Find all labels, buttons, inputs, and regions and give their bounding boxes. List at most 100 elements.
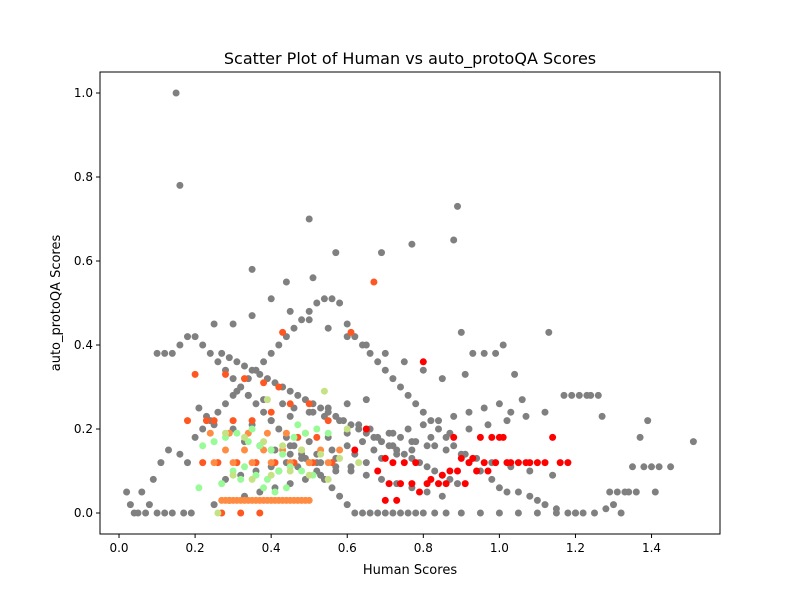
data-point-light_green	[271, 488, 279, 496]
data-point-light_green	[237, 475, 245, 483]
data-point-gray	[229, 375, 237, 383]
data-point-gray	[328, 446, 336, 454]
data-point-gray	[244, 391, 252, 399]
data-point-gray	[381, 509, 389, 517]
data-point-gray	[476, 509, 484, 517]
data-point-gray	[393, 450, 401, 458]
data-point-orange	[305, 459, 313, 467]
data-point-light_green	[260, 484, 268, 492]
data-point-red	[450, 433, 458, 441]
data-point-gray	[598, 412, 606, 420]
data-point-gray	[298, 316, 306, 324]
x-tick-label: 0.4	[262, 541, 281, 555]
data-point-gray	[404, 391, 412, 399]
y-tick-label: 0.2	[74, 422, 93, 436]
data-point-light_green	[313, 425, 321, 433]
data-point-gray	[591, 509, 598, 517]
data-point-gray	[328, 484, 336, 492]
data-point-gray	[522, 412, 530, 420]
y-tick-label: 0.0	[74, 506, 93, 520]
plot-area	[99, 71, 721, 535]
data-point-orange	[263, 429, 271, 437]
data-point-gray	[324, 404, 332, 412]
data-point-gray	[450, 236, 458, 244]
data-point-gray	[343, 501, 351, 509]
data-point-red	[435, 480, 442, 488]
data-point-gray	[161, 349, 169, 357]
data-point-gray	[400, 450, 408, 458]
data-point-gray	[362, 341, 370, 349]
data-point-red	[476, 433, 484, 441]
data-point-orange	[210, 459, 218, 467]
data-point-gray	[389, 375, 397, 383]
data-point-gray	[640, 463, 648, 471]
data-point-gray	[385, 429, 393, 437]
x-axis-label: Human Scores	[363, 563, 457, 578]
data-point-gray	[454, 202, 461, 210]
plot-background	[100, 72, 720, 534]
data-point-orange_red	[324, 417, 332, 425]
data-point-gray	[579, 509, 587, 517]
data-point-gray	[294, 391, 302, 399]
data-point-gray	[286, 307, 294, 315]
data-point-light_green	[324, 429, 332, 437]
data-point-yellow_green	[343, 425, 351, 433]
data-point-gray	[404, 425, 412, 433]
data-point-gray	[400, 358, 408, 366]
data-point-gray	[317, 404, 325, 412]
data-point-gray	[252, 400, 260, 408]
data-point-gray	[442, 446, 450, 454]
data-point-gray	[465, 408, 473, 416]
data-point-red	[419, 358, 427, 366]
data-point-gray	[309, 274, 317, 282]
data-point-gray	[435, 417, 442, 425]
data-point-red	[381, 454, 389, 462]
data-point-red	[442, 480, 450, 488]
data-point-light_green	[301, 429, 309, 437]
data-point-gray	[514, 488, 522, 496]
data-point-gray	[305, 215, 313, 223]
data-point-orange	[248, 459, 256, 467]
data-point-gray	[138, 488, 146, 496]
data-point-yellow_green	[222, 429, 229, 437]
data-point-gray	[644, 417, 652, 425]
data-point-red	[549, 433, 557, 441]
data-point-gray	[503, 488, 511, 496]
data-point-gray	[511, 370, 519, 378]
data-point-gray	[564, 509, 572, 517]
data-point-gray	[431, 509, 439, 517]
data-point-gray	[594, 391, 602, 399]
data-point-gray	[503, 417, 511, 425]
data-point-red	[393, 496, 401, 504]
data-point-gray	[423, 463, 431, 471]
data-point-gray	[332, 467, 340, 475]
data-point-orange	[222, 446, 229, 454]
data-point-orange_red	[260, 379, 268, 387]
data-point-gray	[606, 488, 614, 496]
data-point-orange_red	[248, 417, 256, 425]
data-point-gray	[461, 370, 469, 378]
data-point-red	[362, 425, 370, 433]
data-point-gray	[123, 488, 131, 496]
data-point-red	[408, 480, 416, 488]
data-point-gray	[153, 509, 161, 517]
data-point-yellow_green	[214, 509, 222, 517]
data-point-gray	[214, 358, 222, 366]
data-point-gray	[575, 391, 583, 399]
data-point-orange_red	[286, 400, 294, 408]
data-point-light_green	[195, 484, 203, 492]
data-point-gray	[526, 492, 534, 500]
data-point-gray	[587, 391, 595, 399]
data-point-gray	[533, 509, 541, 517]
x-tick-label: 0.0	[109, 541, 128, 555]
data-point-orange_red	[313, 433, 321, 441]
data-point-gray	[404, 509, 412, 517]
data-point-light_green	[241, 463, 248, 471]
data-point-gray	[343, 442, 351, 450]
data-point-light_green	[218, 480, 226, 488]
data-point-orange_red	[256, 509, 264, 517]
data-point-gray	[260, 358, 268, 366]
data-point-orange	[241, 446, 248, 454]
data-point-gray	[397, 383, 404, 391]
data-point-gray	[267, 417, 275, 425]
